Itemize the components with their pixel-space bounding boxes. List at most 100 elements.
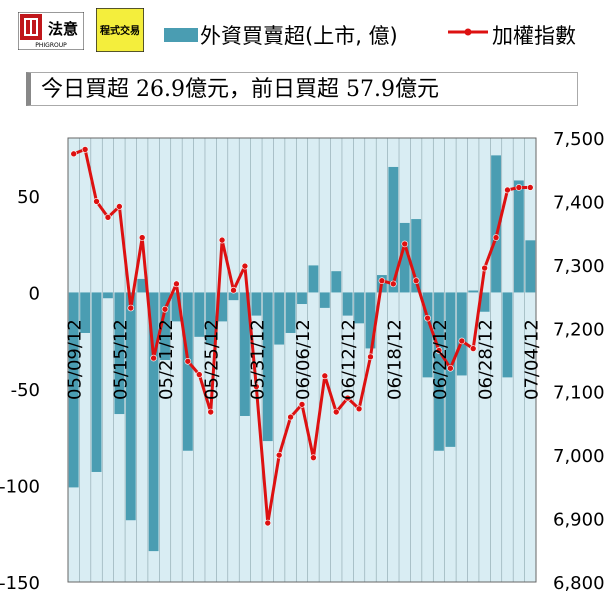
left-tick-label: -50 — [11, 380, 40, 401]
index-point — [481, 264, 488, 272]
bar — [148, 292, 159, 552]
index-point — [504, 186, 511, 194]
logo1-top-text: 法意 — [48, 20, 78, 38]
index-point — [104, 213, 112, 221]
right-axis: 7,500 7,400 7,300 7,200 7,100 7,000 6,900 6,800 — [553, 130, 605, 594]
bar — [331, 271, 342, 293]
bar — [251, 292, 262, 316]
x-tick-label: 06/22/12 — [430, 319, 451, 400]
index-point — [458, 337, 466, 345]
x-tick-label: 06/06/12 — [293, 319, 314, 400]
index-point — [116, 203, 123, 210]
x-tick-label: 05/09/12 — [65, 319, 86, 400]
index-point — [138, 234, 146, 241]
bar — [228, 292, 239, 301]
index-point — [401, 240, 409, 248]
bar — [171, 292, 182, 322]
bar — [114, 292, 125, 415]
bar — [68, 292, 79, 488]
bar — [399, 222, 410, 293]
bar — [422, 292, 433, 378]
right-tick-label: 7,300 — [553, 256, 605, 277]
right-tick-label: 7,100 — [553, 383, 605, 404]
plot-border — [67, 137, 537, 583]
bar — [91, 292, 102, 472]
index-point — [332, 408, 340, 416]
legend-line-swatch — [448, 28, 488, 36]
bar — [525, 240, 536, 293]
bar — [456, 292, 467, 376]
index-point — [515, 184, 523, 191]
line-series — [70, 146, 534, 527]
index-point — [173, 280, 180, 288]
left-axis: 50 0 -50 -100 -150 — [0, 187, 40, 594]
index-point — [70, 150, 78, 158]
x-tick-label: 06/28/12 — [476, 319, 497, 400]
index-point — [195, 371, 203, 378]
bar — [160, 292, 170, 360]
bar — [468, 290, 479, 293]
phigroup-logo: 法意 PHIGROUP — [17, 11, 85, 51]
x-tick-label: 05/31/12 — [247, 319, 268, 400]
index-point — [344, 394, 351, 402]
bar — [297, 292, 307, 305]
index-point — [367, 353, 374, 361]
bar — [103, 292, 113, 299]
index-point — [218, 236, 226, 244]
right-tick-label: 7,200 — [553, 319, 605, 340]
legend-bar-label: 外資買賣超(上市, 億) — [200, 24, 398, 48]
summary-box: 今日買超 26.9億元，前日買超 57.9億元 — [26, 72, 578, 106]
index-point — [275, 451, 283, 459]
bar — [137, 278, 148, 293]
bar — [262, 292, 273, 442]
bar — [274, 292, 285, 345]
bar — [491, 155, 501, 293]
right-tick-label: 7,500 — [553, 130, 605, 150]
right-tick-label: 6,800 — [553, 573, 605, 594]
chart-legend: 外資買賣超(上市, 億) 加權指數 — [160, 10, 605, 52]
bar — [342, 292, 353, 316]
bar — [319, 292, 330, 308]
index-point — [412, 277, 420, 285]
left-tick-label: -100 — [0, 476, 40, 497]
right-tick-label: 6,900 — [553, 510, 605, 531]
index-point — [81, 146, 89, 153]
bar — [308, 265, 319, 293]
legend-bar-swatch — [164, 28, 198, 42]
index-point — [161, 305, 169, 313]
right-tick-label: 7,000 — [553, 446, 605, 467]
index-point — [93, 198, 100, 205]
index-point — [310, 454, 317, 461]
right-tick-label: 7,400 — [553, 192, 605, 213]
x-tick-label: 05/21/12 — [156, 319, 177, 400]
program-trading-logo: 程式交易 — [95, 7, 145, 53]
x-tick-label: 05/15/12 — [110, 319, 131, 400]
index-point — [321, 372, 329, 380]
x-tick-label: 05/25/12 — [202, 319, 223, 400]
index-point — [378, 277, 386, 285]
bar — [502, 292, 513, 378]
x-tick-label: 07/04/12 — [521, 319, 542, 400]
index-point — [184, 357, 192, 365]
bar — [80, 292, 91, 333]
index-point — [127, 304, 135, 312]
bar — [365, 292, 376, 349]
chart: 50 0 -50 -100 -150 7,500 7,400 7,300 7,200 7,100… — [0, 130, 605, 594]
index-point — [355, 405, 363, 413]
left-tick-label: -150 — [0, 573, 40, 594]
x-tick-label: 06/18/12 — [384, 319, 405, 400]
bar — [240, 292, 250, 416]
index-point — [150, 354, 157, 362]
index-point — [207, 408, 214, 416]
index-point — [526, 184, 534, 191]
bar — [388, 166, 399, 293]
left-tick-label: 0 — [29, 283, 40, 304]
x-axis: 05/09/12 05/15/12 05/21/12 05/25/12 05/31/12… — [65, 319, 543, 400]
index-point — [390, 280, 397, 288]
index-point — [435, 347, 443, 354]
index-point — [241, 262, 249, 270]
index-point — [253, 383, 260, 390]
logo1-sub-text: PHIGROUP — [35, 42, 67, 49]
index-point — [298, 401, 306, 408]
bar — [513, 180, 524, 293]
